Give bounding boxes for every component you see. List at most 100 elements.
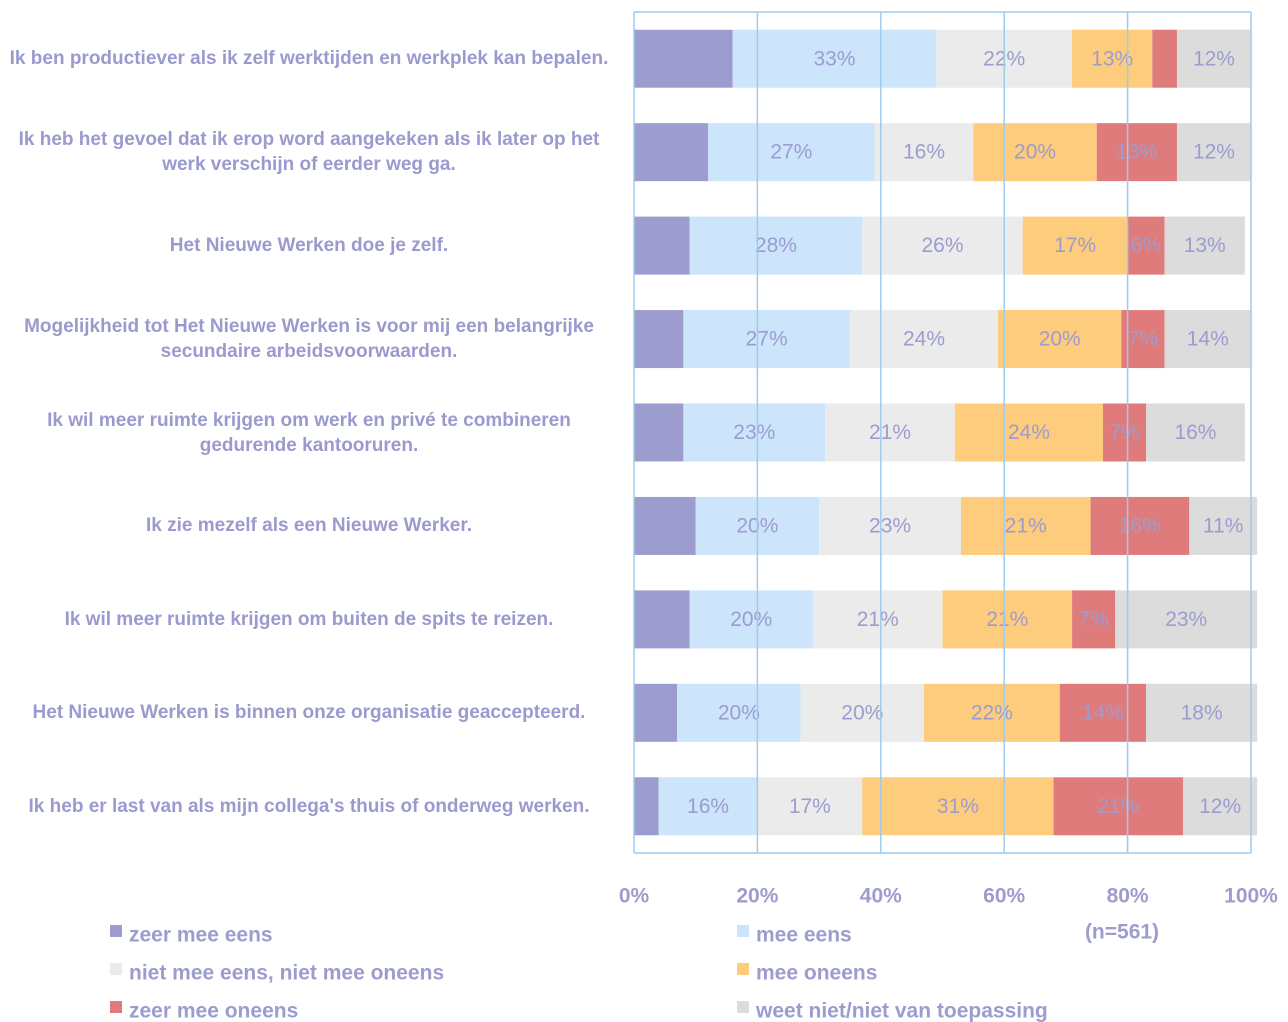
bar-segment — [683, 403, 826, 462]
bar-segment — [819, 496, 962, 555]
legend-swatch — [737, 1001, 749, 1013]
data-label: 11% — [1203, 514, 1243, 537]
data-label: 24% — [1008, 421, 1050, 444]
category-label: Mogelijkheid tot Het Nieuwe Werken is vo… — [24, 316, 594, 363]
data-label: 9% — [647, 608, 677, 631]
data-label: 12% — [1193, 141, 1235, 164]
data-label: 17% — [1054, 234, 1096, 257]
bar-segment — [849, 310, 999, 369]
bar-segment — [634, 29, 733, 88]
bar-segment — [634, 590, 690, 649]
category-label: Ik ben productiever als ik zelf werktijd… — [9, 48, 609, 70]
legend-label: zeer mee oneens — [129, 1000, 298, 1022]
bar-segment — [1102, 403, 1147, 462]
data-label: 23% — [733, 421, 775, 444]
data-label: 18% — [1181, 701, 1223, 724]
annotation: (n=561) — [1085, 921, 1159, 944]
bar-segment — [634, 216, 690, 275]
data-label: 13% — [1184, 234, 1226, 257]
category-label: Ik zie mezelf als een Nieuwe Werker. — [146, 515, 472, 537]
legend-swatch — [737, 925, 749, 937]
data-label: 21% — [1005, 514, 1047, 537]
data-label: 16% — [1119, 514, 1161, 537]
bar-segment — [923, 683, 1060, 742]
legend-label: niet mee eens, niet mee oneens — [129, 962, 444, 985]
bar-segment — [1152, 29, 1177, 88]
data-label: 22% — [971, 701, 1013, 724]
bar-segment — [1059, 683, 1147, 742]
bar-segment — [812, 590, 943, 649]
bar-segment — [998, 310, 1122, 369]
data-label: 16% — [1174, 421, 1216, 444]
data-label: 13% — [1116, 141, 1158, 164]
bar-segment — [689, 590, 813, 649]
bar-segment — [708, 123, 875, 182]
category-label: Ik wil meer ruimte krijgen om buiten de … — [64, 608, 554, 630]
data-label: 20% — [730, 608, 772, 631]
legend-label: mee eens — [756, 924, 852, 947]
data-label: 23% — [1165, 608, 1207, 631]
category-label: Ik wil meer ruimte krijgen om werk en pr… — [47, 409, 571, 456]
data-label: 21% — [1097, 795, 1139, 818]
x-tick-label: 40% — [860, 885, 902, 908]
legend-label: zeer mee eens — [129, 924, 273, 947]
data-label: 16% — [662, 47, 704, 70]
legend-label: mee oneens — [756, 962, 877, 985]
bar-segment — [1072, 590, 1116, 649]
data-label: 21% — [857, 608, 899, 631]
bar-segment — [634, 777, 659, 836]
bar-segment — [825, 403, 955, 462]
data-label: 28% — [755, 234, 797, 257]
bar-segment — [634, 123, 709, 182]
bar-segment — [1176, 123, 1251, 182]
bar-segment — [961, 496, 1091, 555]
data-label: 12% — [1193, 47, 1235, 70]
bar-segment — [1146, 683, 1258, 742]
category-label: Het Nieuwe Werken is binnen onze organis… — [32, 702, 586, 724]
bar-segment — [658, 777, 758, 836]
category-label: Ik heb het gevoel dat ik erop word aange… — [18, 129, 600, 176]
legend-swatch — [737, 963, 749, 975]
bar-segment — [1146, 403, 1245, 462]
bar-segment — [634, 310, 684, 369]
bar-segment — [1189, 496, 1258, 555]
bar-segment — [1183, 777, 1258, 836]
x-tick-label: 60% — [983, 885, 1025, 908]
bar-segment — [800, 683, 924, 742]
data-label: 14% — [1187, 328, 1229, 351]
legend-swatch — [110, 963, 122, 975]
bar-segment — [634, 496, 696, 555]
data-label: 20% — [1039, 328, 1081, 351]
data-label: 27% — [770, 141, 812, 164]
bar-segment — [1176, 29, 1251, 88]
bar-segment — [1053, 777, 1184, 836]
data-label: 8% — [644, 421, 674, 444]
legend-swatch — [110, 925, 122, 937]
bar-segment — [862, 777, 1054, 836]
data-label: 6% — [1131, 234, 1161, 257]
data-label: 10% — [644, 514, 686, 537]
data-label: 20% — [1014, 141, 1056, 164]
bar-segment — [634, 403, 684, 462]
x-tick-label: 100% — [1224, 885, 1278, 908]
data-label: 20% — [841, 701, 883, 724]
data-label: 12% — [1199, 795, 1241, 818]
data-label: 26% — [921, 234, 963, 257]
data-label: 16% — [687, 795, 729, 818]
bar-segment — [683, 310, 850, 369]
bar-segment — [1121, 310, 1165, 369]
data-label: 7% — [640, 701, 670, 724]
legend-label: weet niet/niet van toepassing — [755, 1000, 1048, 1022]
bar-segment — [1115, 590, 1258, 649]
data-label: 20% — [718, 701, 760, 724]
data-label: 21% — [986, 608, 1028, 631]
data-label: 14% — [1082, 701, 1124, 724]
bar-segment — [634, 683, 678, 742]
legend-swatch — [110, 1001, 122, 1013]
bar-segment — [862, 216, 1023, 275]
bar-segment — [942, 590, 1073, 649]
bar-segment — [732, 29, 937, 88]
data-label: 7% — [1109, 421, 1139, 444]
